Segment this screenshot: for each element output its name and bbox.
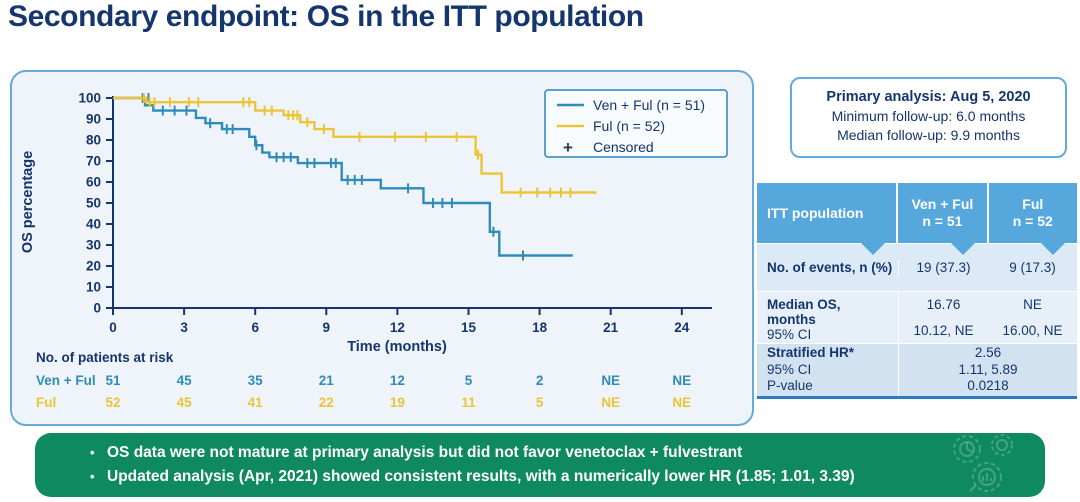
km-plot: 0 10 20 30 40 50 60 70 80 90 100 0 3 6 9 12 15 18 21 24 Time… <box>20 89 728 410</box>
y-tick-label: 60 <box>86 175 101 190</box>
risk-table-title: No. of patients at risk <box>36 350 174 365</box>
x-tick-label: 0 <box>109 320 117 335</box>
x-tick-label: 9 <box>323 320 331 335</box>
risk-value: 11 <box>461 395 476 410</box>
y-tick-label: 90 <box>86 112 101 127</box>
median-os-ci-ven-ful: 10.12, NE <box>913 323 974 338</box>
events-label: No. of events, n (%) <box>757 260 899 275</box>
followup-info-box: Primary analysis: Aug 5, 2020 Minimum fo… <box>790 77 1067 158</box>
legend-box <box>544 89 728 158</box>
hr-ci-value: 1.11, 5.89 <box>958 361 1018 377</box>
banner-bullet-1-text: OS data were not mature at primary analy… <box>107 444 743 461</box>
risk-value: 21 <box>319 373 335 388</box>
y-axis-label: OS percentage <box>20 151 36 253</box>
median-os-ful: NE <box>1023 297 1042 312</box>
table-row-median-os: Median OS, months 95% CI 16.76 10.12, NE… <box>757 291 1077 343</box>
y-tick-label: 80 <box>86 133 101 148</box>
km-plot-panel: 0 10 20 30 40 50 60 70 80 90 100 0 3 6 9 12 15 18 21 24 Time… <box>10 70 754 426</box>
table-header-ful: Ful n = 52 <box>1012 196 1053 229</box>
legend-label-censored: Censored <box>593 139 654 155</box>
risk-value: NE <box>601 395 620 410</box>
legend-label: Ven + Ful (n = 51) <box>593 97 705 113</box>
risk-value: 41 <box>248 395 264 410</box>
x-tick-label: 15 <box>461 320 477 335</box>
hr-pvalue: 0.0218 <box>967 378 1009 394</box>
banner-bullet-2-text: Updated analysis (Apr, 2021) showed cons… <box>107 468 855 485</box>
risk-value: 12 <box>390 373 405 388</box>
events-ven-ful: 19 (37.3) <box>916 260 971 275</box>
x-tick-label: 3 <box>180 320 188 335</box>
km-curve-ful <box>113 96 597 194</box>
table-row-events: No. of events, n (%) 19 (37.3) 9 (17.3) <box>757 243 1077 291</box>
risk-row-label: Ven + Ful <box>36 373 96 388</box>
risk-value: NE <box>672 373 691 388</box>
x-tick-label: 21 <box>603 320 619 335</box>
y-tick-label: 40 <box>86 217 101 232</box>
y-tick-label: 20 <box>86 259 101 274</box>
y-tick-label: 100 <box>78 91 101 106</box>
censored-plus-icon: + <box>563 138 573 157</box>
risk-value: 19 <box>390 395 405 410</box>
risk-value: 5 <box>536 395 544 410</box>
x-tick-label: 12 <box>390 320 405 335</box>
table-header-ven-ful: Ven + Ful n = 51 <box>898 183 989 243</box>
table-header-itt-population: ITT population <box>757 183 899 243</box>
hr-value: 2.56 <box>974 345 1002 361</box>
risk-value: 2 <box>536 373 544 388</box>
banner-bullet-2: • Updated analysis (Apr, 2021) showed co… <box>90 465 955 489</box>
y-tick-label: 0 <box>93 301 101 316</box>
hr-ci-label: 95% CI <box>767 361 812 377</box>
gears-decoration-icon <box>953 434 1013 492</box>
y-tick-label: 70 <box>86 154 101 169</box>
x-axis-label: Time (months) <box>347 339 447 355</box>
median-followup: Median follow-up: 9.9 months <box>837 127 1020 143</box>
km-curve-ven-ful <box>113 96 573 257</box>
primary-analysis-date: Primary analysis: Aug 5, 2020 <box>826 89 1031 105</box>
risk-value: 35 <box>248 373 264 388</box>
median-os-ci-label: 95% CI <box>767 327 812 342</box>
minimum-followup: Minimum follow-up: 6.0 months <box>831 108 1026 124</box>
risk-value: 45 <box>177 395 193 410</box>
hr-pvalue-label: P-value <box>767 378 813 394</box>
y-tick-label: 10 <box>86 280 101 295</box>
header-notch-icon <box>951 243 975 255</box>
x-tick-label: 18 <box>532 320 548 335</box>
risk-value: NE <box>672 395 691 410</box>
median-os-ci-ful: 16.00, NE <box>1002 323 1063 338</box>
x-tick-label: 24 <box>674 320 690 335</box>
legend-label: Ful (n = 52) <box>593 118 665 134</box>
table-row-stratified-hr: Stratified HR* 95% CI P-value 2.56 1.11,… <box>757 343 1077 399</box>
table-header-row: ITT population Ven + Ful n = 51 Ful n = … <box>757 183 1077 243</box>
y-tick-label: 30 <box>86 238 101 253</box>
risk-value: 45 <box>177 373 193 388</box>
banner-bullet-1: • OS data were not mature at primary ana… <box>90 441 955 465</box>
events-ful: 9 (17.3) <box>1009 260 1056 275</box>
risk-value: 51 <box>105 373 121 388</box>
header-notch-icon <box>1041 243 1065 255</box>
slide-title: Secondary endpoint: OS in the ITT popula… <box>8 0 644 33</box>
risk-row-label: Ful <box>36 395 56 410</box>
median-os-label: Median OS, months <box>767 297 841 327</box>
risk-value: 22 <box>319 395 334 410</box>
stratified-hr-label: Stratified HR* <box>767 345 855 361</box>
itt-stats-table: ITT population Ven + Ful n = 51 Ful n = … <box>757 183 1077 399</box>
risk-value: NE <box>601 373 620 388</box>
risk-value: 52 <box>105 395 120 410</box>
median-os-ven-ful: 16.76 <box>926 297 961 312</box>
conclusion-banner: • OS data were not mature at primary ana… <box>35 433 1045 497</box>
y-tick-label: 50 <box>86 196 101 211</box>
risk-value: 5 <box>465 373 473 388</box>
x-tick-label: 6 <box>251 320 259 335</box>
bullet-icon: • <box>90 469 95 484</box>
header-notch-icon <box>861 243 885 255</box>
bullet-icon: • <box>90 445 95 460</box>
